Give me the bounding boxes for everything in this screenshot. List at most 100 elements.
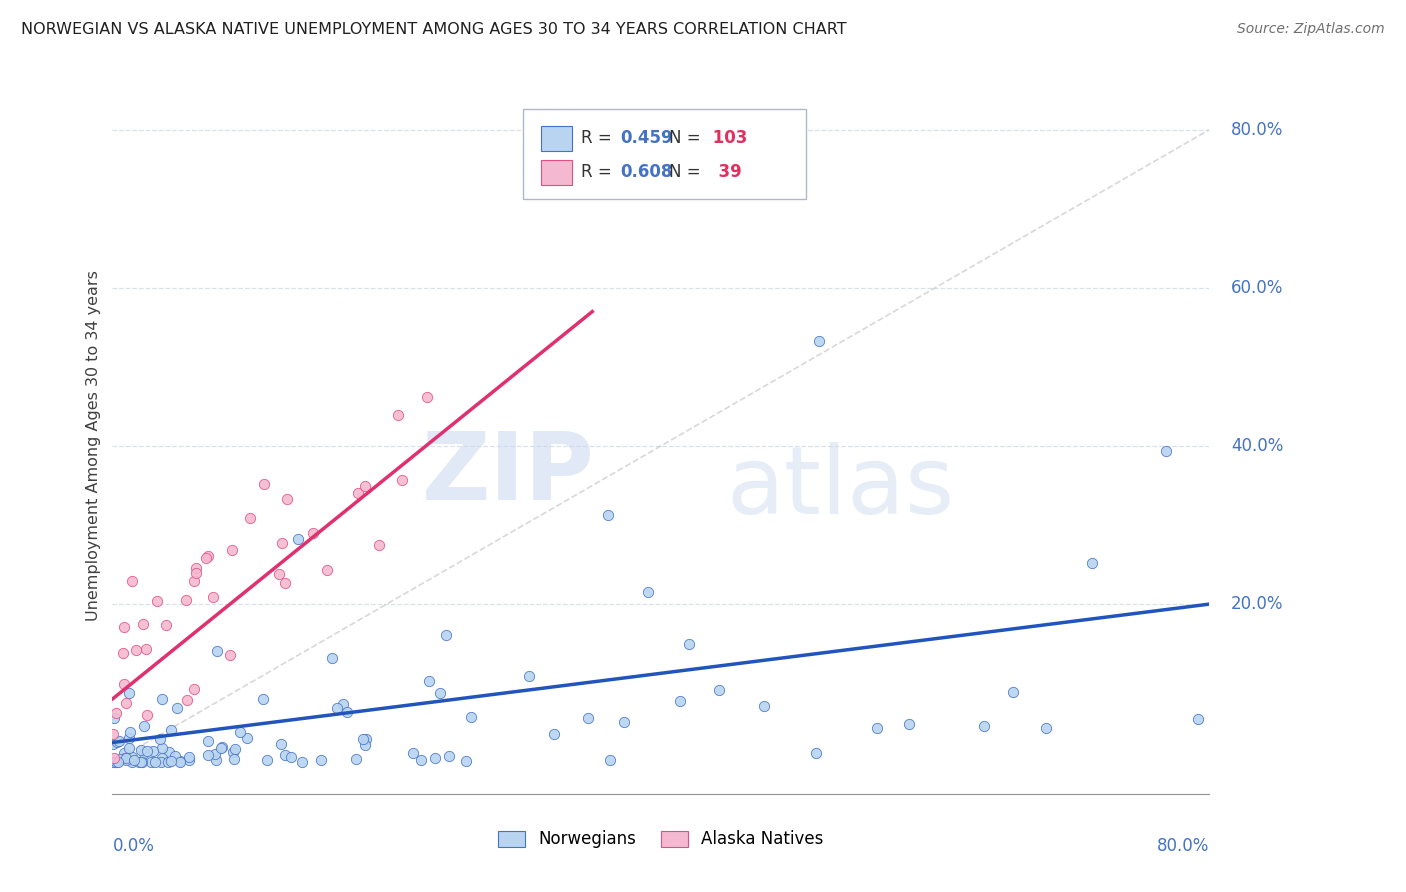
Point xyxy=(354,738,377,752)
Point xyxy=(128,756,150,770)
Text: 40.0%: 40.0% xyxy=(1232,437,1284,455)
Point xyxy=(149,756,172,770)
Point xyxy=(321,651,343,665)
Point xyxy=(219,648,242,662)
Point xyxy=(274,576,297,591)
Point xyxy=(186,561,208,575)
Point xyxy=(204,753,226,767)
Point xyxy=(1035,722,1057,736)
Point xyxy=(160,723,183,738)
Point xyxy=(222,745,245,759)
Point xyxy=(344,752,367,766)
Point xyxy=(804,746,827,760)
Point xyxy=(115,696,138,710)
Point xyxy=(150,691,173,706)
Point xyxy=(155,618,177,632)
Point xyxy=(425,751,447,765)
Point xyxy=(519,669,541,683)
Point xyxy=(576,711,599,725)
Point xyxy=(129,743,152,757)
Point xyxy=(183,681,205,696)
Point xyxy=(141,755,163,769)
Text: NORWEGIAN VS ALASKA NATIVE UNEMPLOYMENT AMONG AGES 30 TO 34 YEARS CORRELATION CH: NORWEGIAN VS ALASKA NATIVE UNEMPLOYMENT … xyxy=(21,22,846,37)
Point xyxy=(121,750,143,764)
Point xyxy=(316,563,339,577)
Point xyxy=(1154,444,1177,458)
Point xyxy=(121,574,143,588)
Point xyxy=(460,710,482,724)
Point xyxy=(143,756,166,770)
Text: N =: N = xyxy=(669,163,706,181)
Point xyxy=(367,538,389,552)
Point xyxy=(301,526,323,541)
Point xyxy=(131,756,153,770)
Point xyxy=(107,756,129,770)
Point xyxy=(176,693,198,707)
Point xyxy=(336,705,359,719)
Point xyxy=(110,752,132,766)
Point xyxy=(112,646,135,660)
Point xyxy=(197,734,219,748)
Text: R =: R = xyxy=(581,129,617,147)
Point xyxy=(101,756,124,770)
Point xyxy=(105,706,128,721)
Point xyxy=(132,746,155,760)
Point xyxy=(132,719,155,733)
Point xyxy=(707,683,730,698)
Point xyxy=(136,708,159,723)
Point xyxy=(197,549,219,563)
Point xyxy=(866,721,889,735)
Point xyxy=(454,754,477,768)
Point xyxy=(599,753,621,767)
Point xyxy=(807,334,830,348)
Point xyxy=(174,593,197,607)
Point xyxy=(276,491,298,506)
Text: 0.459: 0.459 xyxy=(620,129,672,147)
Point xyxy=(157,755,180,769)
Point xyxy=(256,754,278,768)
Point xyxy=(326,700,349,714)
Point xyxy=(973,719,995,733)
Point xyxy=(112,676,135,690)
Point xyxy=(105,735,128,749)
Point xyxy=(115,753,138,767)
Point xyxy=(114,751,136,765)
Text: Source: ZipAtlas.com: Source: ZipAtlas.com xyxy=(1237,22,1385,37)
Point xyxy=(117,686,139,700)
Point xyxy=(222,752,245,766)
Point xyxy=(114,750,136,764)
Point xyxy=(354,479,377,493)
Point xyxy=(184,566,207,580)
Point xyxy=(177,753,200,767)
Point xyxy=(253,476,276,491)
Text: 39: 39 xyxy=(707,163,742,181)
Point xyxy=(221,543,243,558)
Point xyxy=(118,741,141,756)
Point xyxy=(165,748,187,763)
Text: N =: N = xyxy=(669,129,706,147)
Point xyxy=(291,756,314,770)
Point xyxy=(112,620,135,634)
Point xyxy=(136,744,159,758)
Point xyxy=(150,751,173,765)
Point xyxy=(183,574,205,589)
Point xyxy=(270,737,292,751)
Point xyxy=(108,734,131,748)
Point xyxy=(434,628,457,642)
Point xyxy=(103,750,125,764)
Point xyxy=(239,511,262,525)
Point xyxy=(274,747,297,762)
Point xyxy=(118,724,141,739)
Text: 80.0%: 80.0% xyxy=(1157,838,1209,855)
Point xyxy=(352,731,374,746)
Point xyxy=(112,746,135,760)
Point xyxy=(637,585,659,599)
Point xyxy=(224,742,246,756)
Point xyxy=(402,746,425,760)
Point xyxy=(613,715,636,730)
Point xyxy=(160,754,183,768)
Point xyxy=(1002,684,1025,698)
Point xyxy=(197,747,219,762)
Point xyxy=(897,717,920,731)
Point xyxy=(121,756,143,770)
